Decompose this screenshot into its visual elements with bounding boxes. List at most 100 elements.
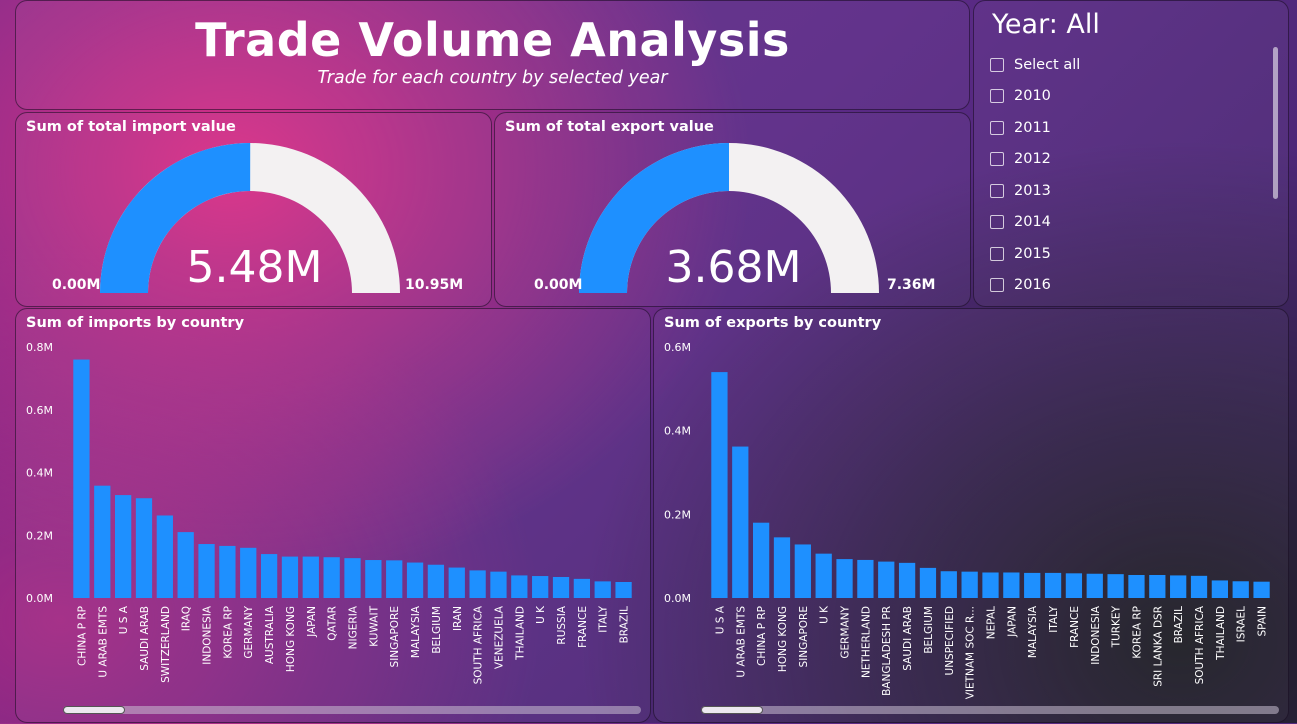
exports-bar[interactable] — [878, 561, 895, 598]
checkbox-icon[interactable] — [990, 183, 1004, 198]
exports-xtick-label: SAUDI ARAB — [902, 606, 914, 671]
imports-xtick-label: IRAQ — [181, 606, 193, 631]
checkbox-icon[interactable] — [990, 89, 1004, 104]
imports-bar[interactable] — [323, 557, 340, 598]
imports-ytick-label: 0.8M — [26, 341, 53, 354]
imports-bar[interactable] — [406, 562, 424, 598]
slicer-item-2011[interactable]: 2011 — [990, 112, 1080, 144]
imports-bar[interactable] — [240, 547, 257, 598]
imports-bar[interactable] — [511, 575, 528, 598]
exports-bar[interactable] — [1253, 581, 1270, 598]
imports-bar[interactable] — [365, 560, 382, 598]
exports-scroll-thumb[interactable] — [701, 706, 763, 714]
exports-bar[interactable] — [961, 571, 978, 598]
imports-bar[interactable] — [281, 556, 299, 598]
imports-bar[interactable] — [177, 532, 194, 598]
exports-bar[interactable] — [1211, 580, 1229, 598]
slicer-item-2012[interactable]: 2012 — [990, 144, 1080, 176]
exports-bar[interactable] — [1003, 572, 1020, 598]
exports-chart-scrollbar[interactable] — [701, 706, 1279, 714]
checkbox-icon[interactable] — [990, 152, 1004, 167]
exports-bar[interactable] — [1190, 575, 1208, 598]
slicer-scrollbar[interactable] — [1273, 47, 1278, 199]
exports-bar[interactable] — [1149, 574, 1166, 598]
imports-bar[interactable] — [344, 558, 361, 598]
slicer-item-label: 2014 — [1014, 214, 1051, 231]
exports-bar[interactable] — [919, 567, 937, 598]
slicer-item-select-all[interactable]: Select all — [990, 49, 1080, 81]
exports-bar[interactable] — [711, 372, 728, 598]
slicer-item-2014[interactable]: 2014 — [990, 207, 1080, 239]
exports-xtick-label: NETHERLAND — [860, 606, 872, 678]
checkbox-icon[interactable] — [990, 278, 1004, 293]
exports-chart-card[interactable]: Sum of exports by country 0.0M 0.2M 0.4M 0.… — [653, 308, 1289, 723]
imports-bar[interactable] — [219, 545, 236, 598]
imports-bar[interactable] — [594, 581, 611, 598]
imports-bar[interactable] — [490, 571, 507, 598]
imports-bar[interactable] — [448, 567, 465, 598]
exports-bar[interactable] — [794, 544, 811, 598]
exports-bar[interactable] — [1107, 574, 1124, 598]
imports-bar[interactable] — [114, 495, 132, 598]
imports-scroll-thumb[interactable] — [63, 706, 125, 714]
imports-bar[interactable] — [156, 515, 173, 598]
exports-bar[interactable] — [773, 537, 791, 598]
exports-bar[interactable] — [1128, 574, 1145, 598]
page-subtitle: Trade for each country by selected year — [317, 68, 668, 88]
export-gauge-card[interactable]: Sum of total export value 3.68M 0.00M 7.… — [494, 112, 971, 307]
title-panel: Trade Volume Analysis Trade for each cou… — [15, 0, 970, 110]
imports-chart-scrollbar[interactable] — [63, 706, 641, 714]
exports-xtick-label: KOREA RP — [1131, 606, 1143, 659]
exports-bar[interactable] — [752, 522, 770, 598]
imports-xtick-label: SWITZERLAND — [160, 606, 172, 683]
exports-xtick-label: SINGAPORE — [798, 606, 810, 667]
import-gauge-card[interactable]: Sum of total import value 5.48M 0.00M 10… — [15, 112, 492, 307]
exports-bar[interactable] — [1170, 575, 1187, 598]
exports-bar[interactable] — [1024, 572, 1041, 598]
imports-bar[interactable] — [573, 578, 591, 598]
exports-bar[interactable] — [732, 446, 749, 598]
slicer-item-label: 2015 — [1014, 245, 1051, 262]
imports-bar[interactable] — [427, 564, 445, 598]
checkbox-icon[interactable] — [990, 246, 1004, 261]
imports-bar[interactable] — [532, 576, 549, 598]
imports-chart-card[interactable]: Sum of imports by country 0.0M 0.2M 0.4M 0.… — [15, 308, 651, 723]
import-gauge-fill — [100, 143, 251, 293]
imports-bar[interactable] — [198, 544, 215, 598]
exports-bar[interactable] — [898, 562, 916, 598]
imports-bar[interactable] — [94, 485, 111, 598]
exports-xtick-label: BANGLADESH PR — [881, 606, 893, 696]
checkbox-icon[interactable] — [990, 215, 1004, 230]
imports-bar[interactable] — [386, 560, 403, 598]
exports-bar[interactable] — [815, 553, 832, 598]
exports-bar[interactable] — [836, 559, 853, 598]
exports-bar[interactable] — [1086, 573, 1103, 598]
imports-bar[interactable] — [615, 581, 632, 598]
exports-bar[interactable] — [1232, 581, 1249, 598]
imports-bar[interactable] — [552, 576, 570, 598]
exports-bar[interactable] — [857, 559, 874, 598]
imports-bar[interactable] — [135, 498, 153, 598]
exports-bar[interactable] — [982, 572, 999, 598]
imports-xtick-label: U K — [535, 605, 547, 624]
exports-bar[interactable] — [940, 571, 957, 598]
slicer-item-label: Select all — [1014, 56, 1081, 73]
slicer-item-2016[interactable]: 2016 — [990, 270, 1080, 302]
slicer-item-2010[interactable]: 2010 — [990, 81, 1080, 113]
exports-bar[interactable] — [1065, 573, 1083, 598]
imports-bar[interactable] — [469, 570, 486, 598]
year-slicer[interactable]: Year: All Select all 2010 2011 2012 2013… — [973, 0, 1289, 307]
exports-xtick-label: ISRAEL — [1236, 606, 1248, 642]
checkbox-icon[interactable] — [990, 57, 1004, 72]
imports-xtick-label: KUWAIT — [368, 605, 380, 646]
slicer-item-2015[interactable]: 2015 — [990, 238, 1080, 270]
checkbox-icon[interactable] — [990, 120, 1004, 135]
imports-bar[interactable] — [260, 554, 278, 598]
exports-bar-chart: 0.0M 0.2M 0.4M 0.6M U S A U ARAB EMTS CHINA P … — [664, 341, 1270, 699]
slicer-item-2013[interactable]: 2013 — [990, 175, 1080, 207]
imports-bar[interactable] — [302, 556, 319, 598]
import-gauge-title: Sum of total import value — [26, 119, 236, 135]
exports-bar[interactable] — [1044, 572, 1062, 598]
slicer-title: Year: All — [992, 9, 1100, 40]
imports-bar[interactable] — [73, 359, 90, 598]
